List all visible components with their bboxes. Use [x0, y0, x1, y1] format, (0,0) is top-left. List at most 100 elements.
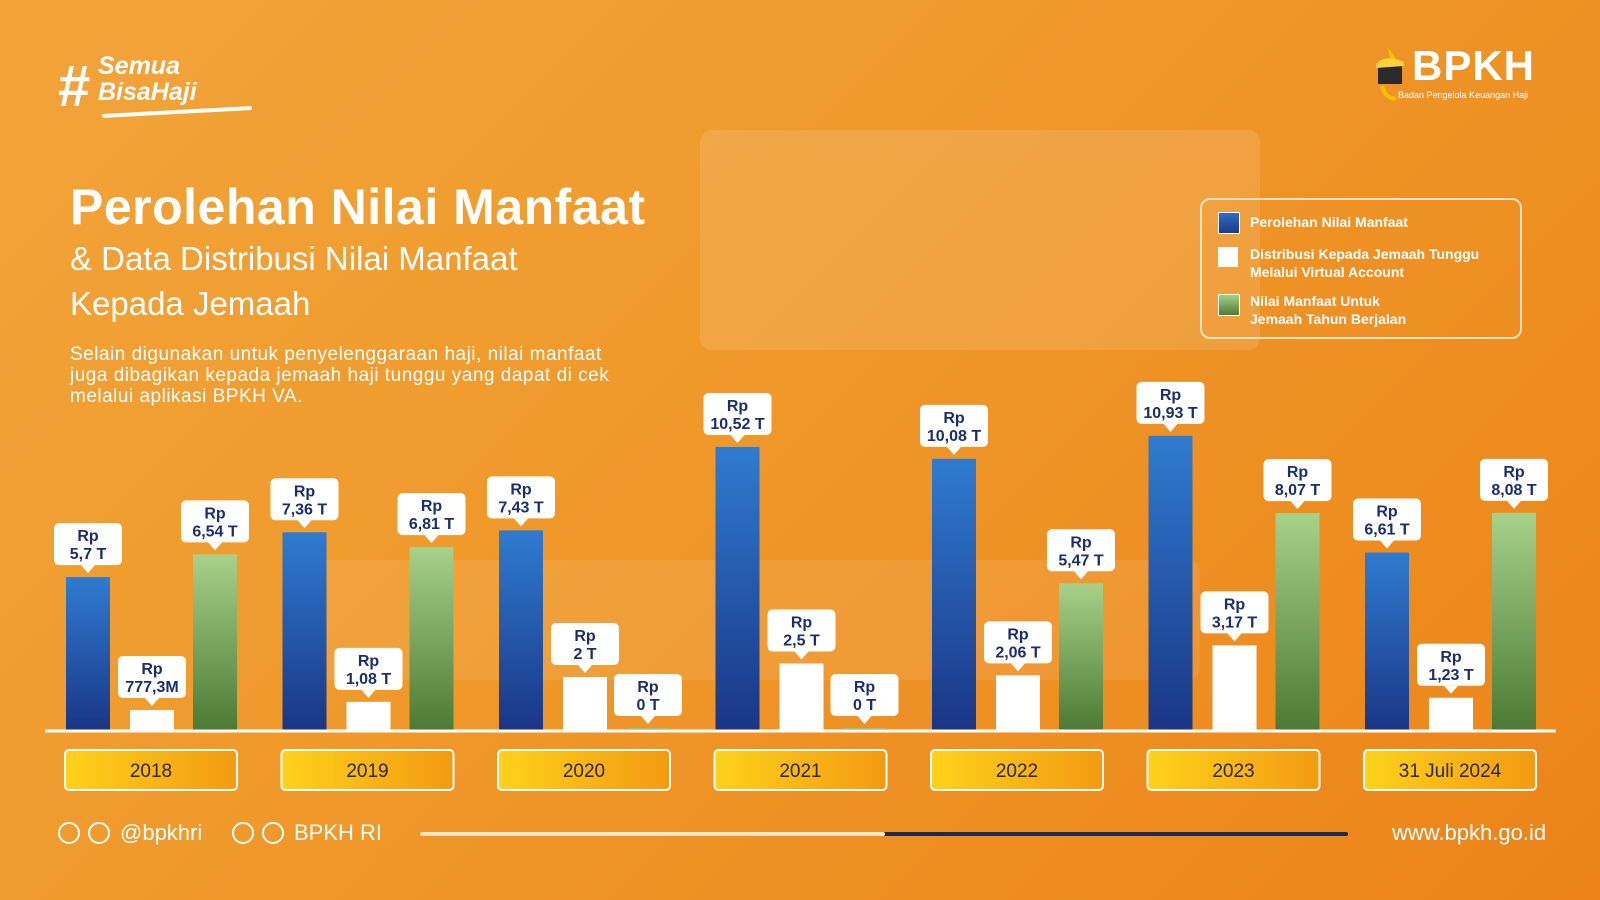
legend-label: Perolehan Nilai Manfaat — [1250, 214, 1408, 230]
bar-tahun-berjalan-2019 — [409, 547, 454, 731]
category-pill — [1363, 749, 1537, 791]
category-pill — [713, 749, 888, 791]
data-label-value: 0 T — [636, 697, 659, 714]
data-label: Rp2 T — [551, 623, 619, 673]
data-label-prefix: Rp — [141, 661, 163, 678]
category-label: 2021 — [779, 761, 821, 782]
data-label-prefix: Rp — [1376, 504, 1398, 521]
bar-perolehan-2021 — [715, 446, 760, 731]
page-subtitle: & Data Distribusi Nilai Manfaat Kepada J… — [70, 236, 518, 326]
data-label: Rp5,7 T — [54, 523, 122, 574]
social-name[interactable]: BPKH RI — [294, 820, 383, 845]
legend-label: Jemaah Tahun Berjalan — [1250, 311, 1407, 327]
legend-swatch-blue — [1218, 212, 1240, 234]
data-label-prefix: Rp — [791, 615, 813, 632]
data-label-pointer — [578, 665, 592, 673]
data-label: Rp0 T — [614, 674, 682, 724]
data-label-bubble — [397, 493, 466, 536]
twitter-icon[interactable] — [88, 822, 110, 844]
data-label: Rp6,81 T — [397, 493, 466, 544]
data-label-prefix: Rp — [854, 679, 876, 696]
page-title: Perolehan Nilai Manfaat — [70, 179, 646, 235]
data-label-value: 7,36 T — [282, 501, 328, 518]
data-label-bubble — [830, 674, 899, 716]
bar-perolehan-2018 — [66, 577, 110, 731]
data-label-pointer — [1380, 540, 1394, 549]
category-label: 2018 — [130, 761, 172, 782]
category-label: 31 Juli 2024 — [1399, 761, 1502, 782]
data-label-pointer — [641, 716, 655, 724]
data-label-value: 5,7 T — [70, 546, 107, 563]
category-pill — [930, 749, 1104, 791]
data-label-value: 7,43 T — [498, 499, 544, 516]
data-label-value: 1,23 T — [1428, 667, 1474, 684]
data-label: Rp8,07 T — [1263, 459, 1332, 510]
data-label-pointer — [794, 651, 809, 660]
data-label-prefix: Rp — [574, 628, 596, 645]
data-label-bubble — [181, 500, 249, 543]
bpkh-logo: BPKH Badan Pengelola Keuangan Haji — [1368, 42, 1548, 102]
data-label-pointer — [424, 535, 439, 544]
hashtag-line2: BisaHaji — [98, 78, 197, 106]
data-label-prefix: Rp — [510, 481, 532, 498]
data-label: Rp5,47 T — [1047, 529, 1115, 580]
data-label-pointer — [1074, 571, 1088, 580]
chart-legend: Perolehan Nilai Manfaat Distribusi Kepad… — [1200, 198, 1522, 339]
data-label-prefix: Rp — [637, 679, 659, 696]
data-label-bubble — [984, 621, 1052, 664]
legend-swatch-white — [1218, 247, 1238, 267]
data-label-value: 1,08 T — [346, 671, 392, 688]
data-label: Rp8,08 T — [1480, 458, 1548, 509]
data-label: Rp2,06 T — [984, 621, 1052, 672]
data-label-pointer — [81, 565, 95, 574]
data-label-prefix: Rp — [358, 653, 380, 670]
website-link[interactable]: www.bpkh.go.id — [1392, 820, 1547, 845]
data-label-bubble — [614, 674, 682, 716]
data-label-bubble — [1417, 643, 1485, 686]
data-label-value: 2,06 T — [995, 644, 1041, 661]
data-label-prefix: Rp — [1070, 534, 1092, 551]
data-label: Rp7,36 T — [270, 478, 339, 529]
youtube-icon[interactable] — [262, 822, 284, 844]
data-label-pointer — [1507, 500, 1521, 509]
data-label-pointer — [857, 716, 872, 724]
bar-tahun-berjalan-2023 — [1275, 513, 1320, 731]
data-label-bubble — [270, 478, 339, 521]
category-pill — [497, 749, 671, 791]
data-label-pointer — [1227, 633, 1242, 642]
data-label-pointer — [145, 698, 159, 707]
bar-tahun-berjalan-2018 — [193, 554, 237, 731]
data-label-pointer — [1290, 501, 1305, 510]
data-label-prefix: Rp — [1287, 464, 1309, 481]
data-label-bubble — [54, 523, 122, 566]
bar-distribusi-31-juli-2024 — [1429, 697, 1473, 731]
data-label-bubble — [920, 404, 988, 447]
data-label-bubble — [1353, 498, 1421, 541]
bar-distribusi-2018 — [130, 710, 174, 731]
subtitle-line2: Kepada Jemaah — [70, 285, 311, 322]
data-label-value: 5,47 T — [1058, 552, 1104, 569]
instagram-icon[interactable] — [58, 822, 80, 844]
legend-label: Nilai Manfaat Untuk — [1250, 293, 1380, 309]
data-label-value: 6,54 T — [192, 523, 238, 540]
bar-tahun-berjalan-2022 — [1059, 583, 1103, 731]
logo-subtitle: Badan Pengelola Keuangan Haji — [1398, 90, 1529, 100]
data-label-bubble — [118, 656, 186, 699]
data-label-bubble — [703, 392, 772, 435]
data-label: Rp1,08 T — [334, 647, 403, 698]
legend-swatch-green — [1218, 294, 1240, 316]
category-pill — [64, 749, 238, 791]
bar-perolehan-2023 — [1148, 435, 1193, 731]
data-label-value: 0 T — [853, 697, 876, 714]
data-label-bubble — [1200, 591, 1269, 634]
data-label-bubble — [1480, 458, 1548, 501]
social-handle[interactable]: @bpkhri — [120, 820, 203, 845]
footer-divider — [420, 832, 1348, 836]
data-label-prefix: Rp — [727, 398, 749, 415]
logo-name: BPKH — [1412, 42, 1536, 89]
data-label-value: 10,52 T — [710, 416, 764, 433]
bar-perolehan-2019 — [282, 532, 327, 731]
facebook-icon[interactable] — [232, 822, 254, 844]
data-label: Rp3,17 T — [1200, 591, 1269, 642]
